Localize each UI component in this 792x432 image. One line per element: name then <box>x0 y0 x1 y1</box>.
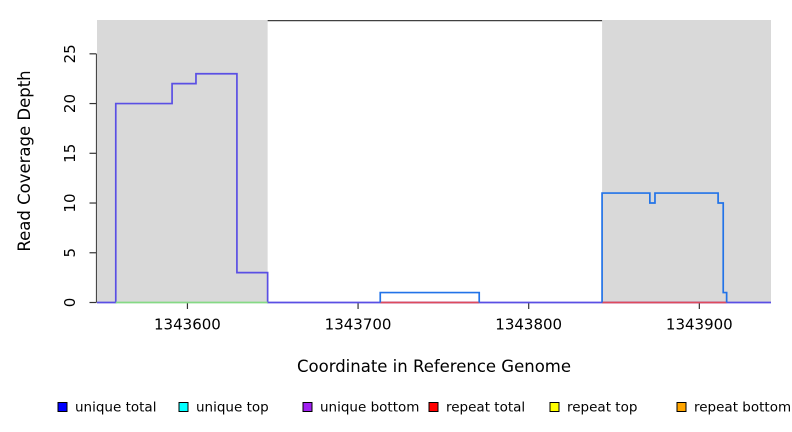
y-axis-title: Read Coverage Depth <box>15 70 34 251</box>
legend-label: unique top <box>196 400 269 416</box>
y-tick-label: 20 <box>61 94 79 113</box>
legend-swatch <box>57 402 68 412</box>
coverage-line-unique-total-middle-bump <box>379 291 481 303</box>
axes-layer: 1343600 1343700 1343800 1343900 0 5 10 15 20 25 <box>61 20 771 334</box>
legend-item-unique-top: unique top <box>178 400 269 416</box>
legend-label: unique total <box>75 400 156 416</box>
y-tick-label: 10 <box>61 193 79 212</box>
legend-swatch <box>549 402 560 412</box>
legend-item-unique-total: unique total <box>57 400 156 416</box>
coverage-line-unique-coverage-left-block-and-baseline <box>97 72 771 304</box>
legend-item-repeat-top: repeat top <box>549 400 637 416</box>
y-tick-label: 5 <box>61 248 79 258</box>
x-tick-label: 1343600 <box>154 316 221 334</box>
y-tick-label: 0 <box>61 298 79 308</box>
legend: unique total unique top unique bottom repea… <box>57 400 791 416</box>
legend-swatch <box>302 402 313 412</box>
coverage-series-layer <box>97 72 771 304</box>
legend-item-repeat-bottom: repeat bottom <box>676 400 791 416</box>
x-tick-label: 1343800 <box>495 316 562 334</box>
legend-swatch <box>178 402 189 412</box>
legend-item-unique-bottom: unique bottom <box>302 400 419 416</box>
legend-swatch <box>428 402 439 412</box>
legend-item-repeat-total: repeat total <box>428 400 525 416</box>
legend-label: repeat bottom <box>694 400 791 416</box>
y-tick-label: 25 <box>61 44 79 63</box>
right-repeat-region <box>602 20 771 303</box>
legend-label: repeat total <box>446 400 525 416</box>
y-tick-label: 15 <box>61 144 79 163</box>
left-repeat-region <box>97 20 268 303</box>
legend-label: unique bottom <box>320 400 419 416</box>
x-tick-label: 1343700 <box>325 316 392 334</box>
repeat-regions-layer <box>97 20 771 303</box>
x-axis-title: Coordinate in Reference Genome <box>297 357 571 376</box>
x-tick-label: 1343900 <box>666 316 733 334</box>
coverage-line-unique-total-right-block <box>601 192 728 303</box>
legend-swatch <box>676 402 687 412</box>
legend-label: repeat top <box>567 400 637 416</box>
